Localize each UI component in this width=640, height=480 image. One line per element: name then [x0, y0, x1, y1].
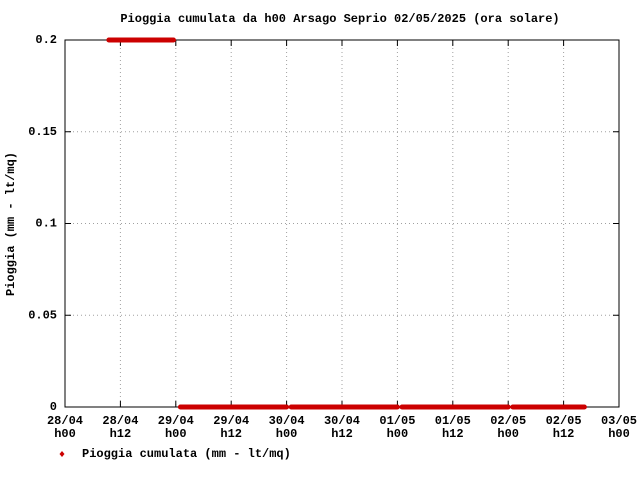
y-axis-label: Pioggia (mm - lt/mq)	[4, 152, 18, 296]
x-tick-label: 02/05 h12	[546, 414, 582, 441]
x-tick-label: 30/04 h00	[269, 414, 305, 441]
x-tick-label: 29/04 h12	[213, 414, 249, 441]
y-tick-label: 0.15	[28, 125, 57, 139]
x-tick-label: 01/05 h00	[379, 414, 415, 441]
chart-title: Pioggia cumulata da h00 Arsago Seprio 02…	[120, 12, 559, 26]
legend-label: Pioggia cumulata (mm - lt/mq)	[82, 447, 291, 461]
y-tick-label: 0.2	[35, 33, 57, 47]
x-tick-label: 02/05 h00	[490, 414, 526, 441]
x-tick-label: 28/04 h12	[102, 414, 138, 441]
y-tick-label: 0.1	[35, 217, 57, 231]
y-tick-label: 0	[50, 400, 57, 414]
x-tick-label: 01/05 h12	[435, 414, 471, 441]
legend-marker	[59, 451, 65, 457]
data-line	[106, 37, 587, 410]
x-tick-label: 30/04 h12	[324, 414, 360, 441]
y-tick-label: 0.05	[28, 308, 57, 322]
x-tick-label: 28/04 h00	[47, 414, 83, 441]
x-tick-label: 29/04 h00	[158, 414, 194, 441]
x-tick-label: 03/05 h00	[601, 414, 637, 441]
